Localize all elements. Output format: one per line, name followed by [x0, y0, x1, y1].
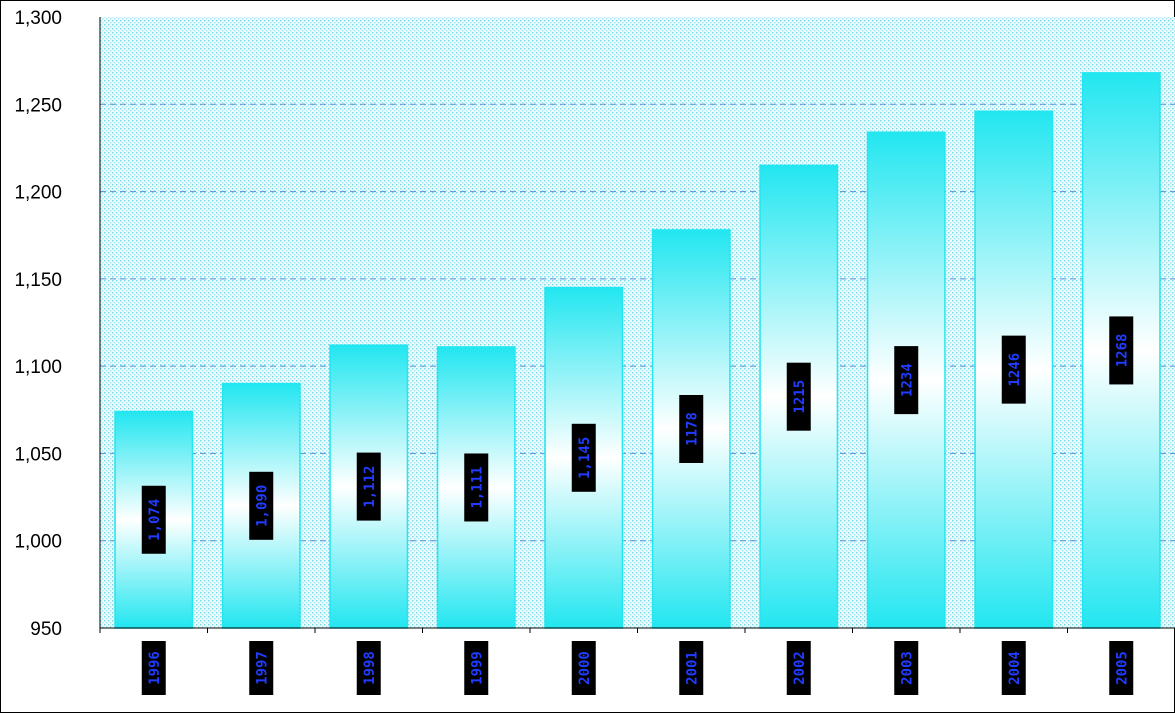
y-tick-label: 950: [30, 619, 62, 640]
category-label-box: [141, 641, 166, 695]
data-label: 1,090: [249, 471, 274, 540]
data-label-box: [249, 471, 274, 540]
data-label-box: [679, 394, 704, 463]
category-label-box: [249, 641, 274, 695]
x-axis: 1996 1997 1998 1999 2000 2001 2002 2003 2004 2005: [99, 627, 1175, 695]
data-label-text: 1234: [899, 363, 915, 397]
category-label-text: 2000: [577, 651, 593, 685]
data-label: 1215: [786, 362, 811, 431]
y-tick-label: 1,250: [14, 95, 62, 116]
x-tick-label: 2004: [1001, 641, 1026, 695]
y-tick-label: 1,000: [14, 532, 62, 553]
category-label-box: [786, 641, 811, 695]
data-label: 1234: [894, 346, 919, 415]
x-tick-label: 1997: [249, 641, 274, 695]
data-label-box: [1001, 335, 1026, 404]
category-label-box: [356, 641, 381, 695]
data-label: 1,112: [356, 452, 381, 521]
data-label-box: [141, 485, 166, 554]
data-label-box: [894, 346, 919, 415]
x-tick-label: 1996: [141, 641, 166, 695]
x-tick-label: 2005: [1109, 641, 1134, 695]
category-label-text: 2005: [1114, 651, 1130, 685]
x-tick-label: 2001: [679, 641, 704, 695]
category-label-text: 2004: [1007, 651, 1023, 685]
y-tick-label: 1,150: [14, 270, 62, 291]
data-label-text: 1246: [1007, 353, 1023, 387]
data-label-text: 1178: [684, 412, 700, 446]
data-labels: 1,074 1,090 1,112 1,111 1,145 1178 1215 1234 124…: [141, 316, 1134, 554]
x-tick-label: 2002: [786, 641, 811, 695]
data-label-box: [571, 423, 596, 492]
x-tick-label: 2000: [571, 641, 596, 695]
category-label-box: [1001, 641, 1026, 695]
data-label-text: 1268: [1114, 334, 1130, 368]
data-label-text: 1,112: [362, 466, 378, 508]
data-label-text: 1,074: [147, 499, 163, 541]
category-label-text: 2001: [684, 651, 700, 685]
data-label: 1,074: [141, 485, 166, 554]
data-label-box: [1109, 316, 1134, 385]
category-label-box: [571, 641, 596, 695]
category-label-text: 1997: [254, 651, 270, 685]
data-label-box: [464, 453, 489, 522]
data-label-box: [356, 452, 381, 521]
category-label-text: 1999: [469, 651, 485, 685]
y-tick-label: 1,200: [14, 183, 62, 204]
y-axis-tick-labels: 950 1,000 1,050 1,100 1,150 1,200 1,250 1,300: [14, 8, 101, 640]
data-label-text: 1215: [792, 380, 808, 414]
y-tick-label: 1,100: [14, 357, 62, 378]
category-label-text: 1998: [362, 651, 378, 685]
data-label: 1,111: [464, 453, 489, 522]
category-label-text: 2002: [792, 651, 808, 685]
data-label-box: [786, 362, 811, 431]
category-label-text: 1996: [147, 651, 163, 685]
data-label: 1,145: [571, 423, 596, 492]
data-label: 1178: [679, 394, 704, 463]
data-label-text: 1,090: [254, 485, 270, 527]
x-tick-label: 1998: [356, 641, 381, 695]
bars-group: [114, 72, 1161, 629]
y-tick-label: 1,050: [14, 444, 62, 465]
data-label: 1246: [1001, 335, 1026, 404]
category-label-box: [894, 641, 919, 695]
data-label: 1268: [1109, 316, 1134, 385]
category-label-box: [464, 641, 489, 695]
category-label-box: [1109, 641, 1134, 695]
category-label-box: [679, 641, 704, 695]
y-tick-label: 1,300: [14, 8, 62, 29]
data-label-text: 1,111: [469, 466, 485, 508]
category-label-text: 2003: [899, 651, 915, 685]
x-tick-label: 1999: [464, 641, 489, 695]
data-label-text: 1,145: [577, 437, 593, 479]
x-tick-label: 2003: [894, 641, 919, 695]
